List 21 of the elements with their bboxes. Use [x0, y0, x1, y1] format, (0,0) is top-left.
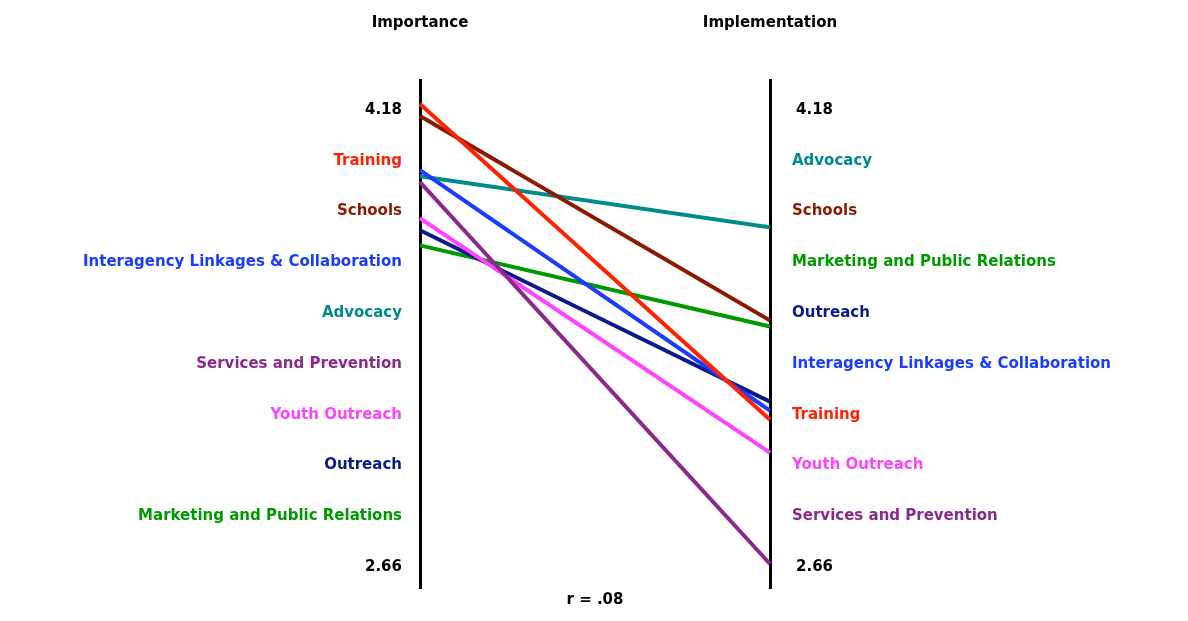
text: Interagency Linkages & Collaboration: [82, 252, 402, 271]
text: Outreach: [792, 303, 870, 322]
text: Outreach: [324, 455, 402, 474]
text: Advocacy: [321, 303, 402, 322]
text: Schools: [336, 201, 403, 220]
text: Training: [333, 150, 402, 169]
text: Marketing and Public Relations: [792, 252, 1056, 271]
x-tick-label: Importance: [371, 12, 469, 31]
x-tick-label: Implementation: [702, 12, 838, 31]
text: Advocacy: [792, 150, 873, 169]
series-label: Training: [792, 404, 861, 423]
text: Services and Prevention: [792, 506, 998, 525]
text: Interagency Linkages & Collaboration: [792, 353, 1112, 372]
y2-tick-label: 4.18: [796, 99, 834, 118]
y2-tick-label: 2.66: [796, 556, 834, 575]
series-label: Youth Outreach: [791, 455, 924, 474]
text: Youth Outreach: [270, 404, 402, 423]
text: Marketing and Public Relations: [138, 506, 402, 525]
text: Schools: [792, 201, 858, 220]
text: Services and Prevention: [196, 353, 402, 372]
text: r = .08: [566, 589, 624, 608]
